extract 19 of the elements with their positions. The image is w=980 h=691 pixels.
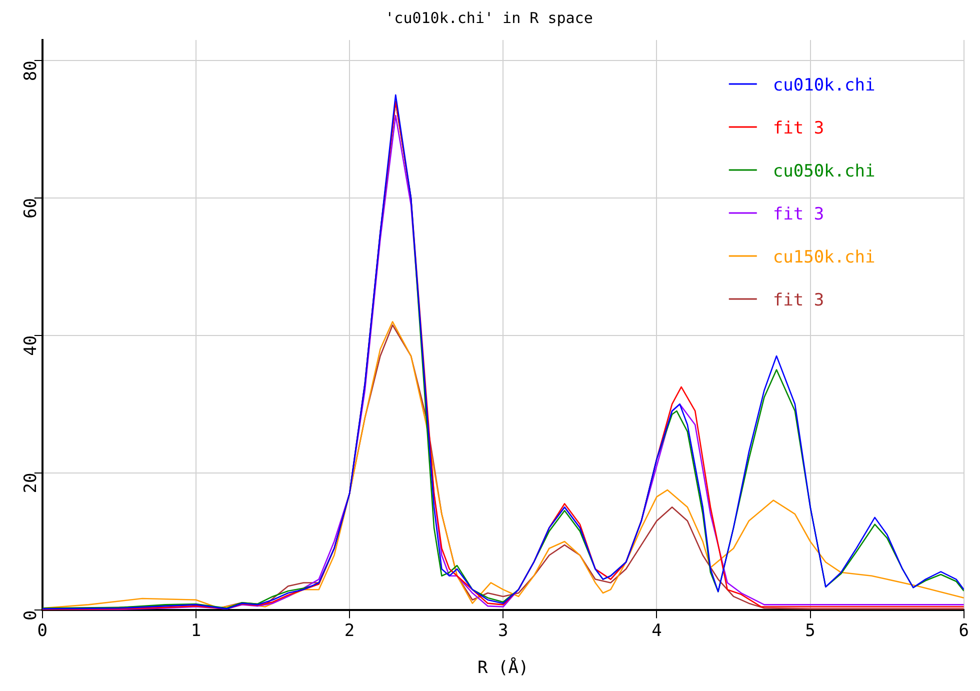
legend-label: cu050k.chi — [772, 161, 876, 182]
legend-label: fit 3 — [772, 290, 824, 310]
x-tick-label: 2 — [344, 620, 355, 641]
legend-label: fit 3 — [772, 118, 824, 138]
y-tick-label: 20 — [20, 472, 41, 494]
y-tick-label: 60 — [20, 198, 41, 218]
x-tick-label: 3 — [498, 620, 508, 641]
y-tick-label: 40 — [20, 335, 41, 356]
x-tick-label: 4 — [652, 620, 662, 641]
legend-label: cu010k.chi — [772, 75, 876, 96]
legend-label: cu150k.chi — [772, 247, 876, 268]
y-tick-label: 80 — [20, 60, 41, 82]
x-tick-label: 5 — [805, 620, 816, 641]
y-tick-label: 0 — [20, 610, 41, 620]
x-tick-label: 1 — [190, 620, 202, 641]
legend-label: fit 3 — [772, 204, 824, 224]
chart-title: 'cu010k.chi' in R space — [385, 8, 593, 27]
x-axis-title: R (Å) — [478, 657, 529, 678]
x-tick-label: 6 — [958, 620, 970, 641]
